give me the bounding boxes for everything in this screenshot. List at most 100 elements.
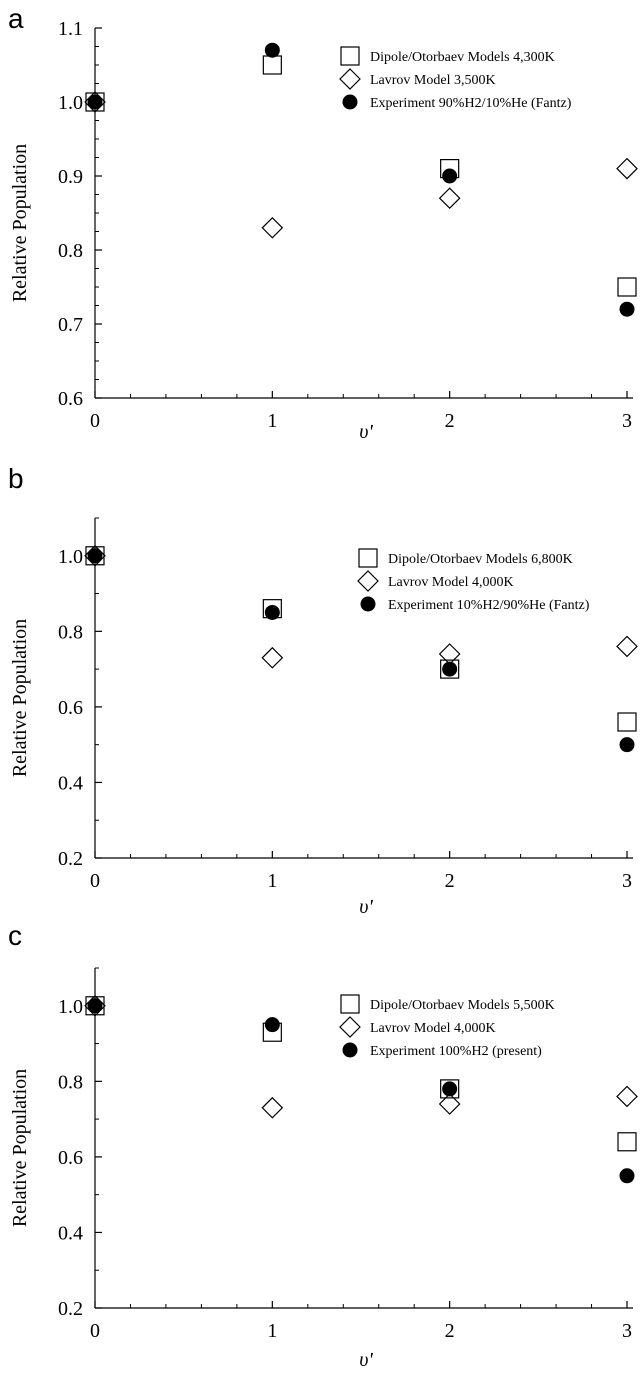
x-axis-label: υ' [359, 896, 373, 918]
data-point-diamond [438, 187, 461, 210]
data-point-diamond [261, 216, 284, 239]
data-point-square [440, 1079, 460, 1099]
y-axis-label: Relative Population [9, 1069, 31, 1227]
legend-marker-square [358, 548, 378, 568]
data-point-circle [264, 42, 280, 58]
y-tick-label: 0.6 [58, 1147, 83, 1169]
legend-entry: Experiment 90%H2/10%He (Fantz) [370, 96, 572, 111]
panel-letter: c [8, 920, 22, 951]
y-axis-label: Relative Population [9, 144, 31, 302]
legend-entry: Lavrov Model 4,000K [370, 1021, 496, 1036]
data-point-circle [619, 1168, 635, 1184]
x-tick-label: 0 [90, 1320, 100, 1342]
data-point-square [617, 277, 637, 297]
data-point-circle [264, 604, 280, 620]
x-tick-label: 0 [90, 870, 100, 892]
legend: Dipole/Otorbaev Models 4,300K Lavrov Mode… [339, 46, 572, 111]
data-point-diamond [438, 1093, 461, 1115]
y-tick-label: 1.1 [58, 18, 83, 40]
x-tick-label: 3 [622, 870, 632, 892]
series-square [85, 546, 637, 732]
legend-entry: Dipole/Otorbaev Models 6,800K [388, 552, 573, 567]
x-axis-label: υ' [359, 1349, 373, 1371]
y-tick-label: 0.7 [58, 314, 83, 336]
series-diamond [84, 994, 638, 1119]
data-point-circle [442, 1081, 458, 1097]
legend-entry: Lavrov Model 4,000K [388, 575, 514, 590]
y-tick-label: 0.8 [58, 1071, 83, 1093]
data-point-circle [442, 661, 458, 677]
data-point-circle [442, 168, 458, 184]
data-point-circle [87, 94, 103, 110]
data-point-square [85, 996, 105, 1016]
y-tick-label: 0.6 [58, 388, 83, 410]
x-tick-label: 3 [622, 1320, 632, 1342]
y-tick-label: 0.4 [58, 1222, 83, 1244]
data-point-circle [87, 548, 103, 564]
x-tick-label: 1 [267, 1320, 277, 1342]
data-point-diamond [616, 1085, 638, 1108]
data-point-diamond [438, 643, 461, 665]
series-square [85, 55, 637, 297]
panel-letter: a [8, 3, 24, 34]
data-point-square [262, 55, 282, 75]
y-tick-label: 1.0 [58, 546, 83, 568]
data-point-square [617, 1132, 637, 1152]
data-point-circle [619, 301, 635, 317]
y-axis-label: Relative Population [9, 619, 31, 777]
legend-entry: Experiment 10%H2/90%He (Fantz) [388, 598, 590, 613]
x-axis-label: υ' [359, 421, 373, 443]
data-point-square [440, 659, 460, 679]
data-point-circle [87, 998, 103, 1014]
chart-panel-b: b 0.2 0.4 0.6 0.8 1.0 0 1 2 3 υ' Relative Populatio… [8, 463, 638, 918]
x-tick-label: 1 [267, 870, 277, 892]
y-tick-label: 0.9 [58, 166, 83, 188]
legend-marker-diamond [339, 68, 361, 90]
data-point-square [85, 92, 105, 112]
series-circle [87, 42, 635, 317]
chart-panel-a: a 0.6 0.7 0.8 0.9 1.0 1.1 0 1 2 3 υ' Relative Popula… [8, 3, 638, 443]
legend-entry: Dipole/Otorbaev Models 4,300K [370, 50, 555, 65]
legend-marker-circle [342, 1042, 358, 1058]
x-tick-label: 1 [267, 410, 277, 432]
data-point-square [617, 712, 637, 732]
legend-marker-diamond [339, 1016, 361, 1038]
y-tick-label: 0.4 [58, 772, 83, 794]
data-point-diamond [261, 646, 284, 669]
y-tick-label: 0.2 [58, 1298, 83, 1320]
chart-panel-c: c 0.2 0.4 0.6 0.8 1.0 0 1 2 3 υ' Relative Populatio… [8, 920, 638, 1371]
data-point-square [85, 546, 105, 566]
data-point-diamond [616, 157, 638, 180]
legend-marker-circle [342, 94, 358, 110]
x-tick-label: 3 [622, 410, 632, 432]
series-square [85, 996, 637, 1152]
legend-marker-diamond [357, 570, 379, 592]
y-tick-label: 0.6 [58, 697, 83, 719]
x-tick-label: 2 [445, 410, 455, 432]
legend-marker-circle [360, 596, 376, 612]
legend-marker-square [340, 994, 360, 1014]
y-tick-label: 1.0 [58, 92, 83, 114]
legend: Dipole/Otorbaev Models 5,500K Lavrov Mode… [339, 994, 555, 1059]
x-tick-label: 2 [445, 870, 455, 892]
legend-entry: Lavrov Model 3,500K [370, 73, 496, 88]
y-tick-label: 0.2 [58, 848, 83, 870]
data-point-circle [264, 1017, 280, 1033]
data-point-circle [619, 737, 635, 753]
y-tick-label: 0.8 [58, 240, 83, 262]
y-tick-label: 0.8 [58, 621, 83, 643]
legend: Dipole/Otorbaev Models 6,800K Lavrov Mode… [357, 548, 590, 613]
legend-entry: Experiment 100%H2 (present) [370, 1044, 542, 1059]
series-diamond [84, 91, 638, 239]
series-circle [87, 548, 635, 753]
legend-entry: Dipole/Otorbaev Models 5,500K [370, 998, 555, 1013]
series-circle [87, 998, 635, 1184]
data-point-diamond [261, 1096, 284, 1119]
legend-marker-square [340, 46, 360, 66]
data-point-diamond [616, 635, 638, 658]
x-tick-label: 2 [445, 1320, 455, 1342]
panel-letter: b [8, 463, 24, 494]
x-tick-label: 0 [90, 410, 100, 432]
y-tick-label: 1.0 [58, 996, 83, 1018]
